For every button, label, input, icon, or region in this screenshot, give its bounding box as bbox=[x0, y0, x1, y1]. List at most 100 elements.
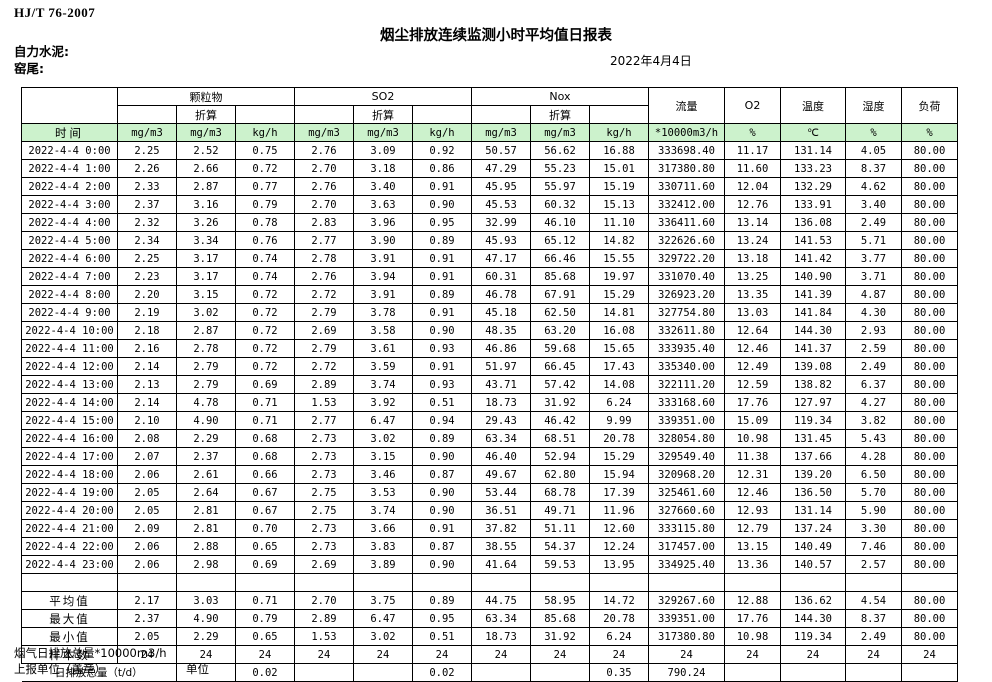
cell-summary-value-13: 4.54 bbox=[845, 591, 902, 610]
cell-value-7: 46.78 bbox=[471, 285, 531, 304]
cell-value-9: 11.10 bbox=[589, 213, 649, 232]
cell-summary-value-14: 24 bbox=[901, 645, 958, 664]
header-unit-2: mg/m3 bbox=[176, 123, 236, 142]
cell-value-1: 2.23 bbox=[117, 267, 177, 286]
cell-value-2: 3.17 bbox=[176, 249, 236, 268]
cell-value-11: 11.17 bbox=[724, 141, 781, 160]
cell-value-12: 132.29 bbox=[780, 177, 846, 196]
cell-summary-value-13: 8.37 bbox=[845, 609, 902, 628]
cell-summary-value-2: 4.90 bbox=[176, 609, 236, 628]
cell-time: 2022-4-4 15:00 bbox=[21, 411, 118, 430]
cell-value-7: 45.95 bbox=[471, 177, 531, 196]
cell-value-3: 0.65 bbox=[235, 537, 295, 556]
cell-summary-value-7: 18.73 bbox=[471, 627, 531, 646]
cell-value-8: 57.42 bbox=[530, 375, 590, 394]
cell-value-6: 0.89 bbox=[412, 429, 472, 448]
cell-summary-value-2: 2.29 bbox=[176, 627, 236, 646]
cell-value-13: 3.77 bbox=[845, 249, 902, 268]
cell-value-5: 3.09 bbox=[353, 141, 413, 160]
cell-value-2: 3.15 bbox=[176, 285, 236, 304]
cell-value-4: 1.53 bbox=[294, 393, 354, 412]
cell-spacer bbox=[724, 573, 781, 592]
cell-value-13: 6.50 bbox=[845, 465, 902, 484]
cell-value-2: 3.26 bbox=[176, 213, 236, 232]
cell-value-10: 332412.00 bbox=[648, 195, 725, 214]
cell-value-13: 5.70 bbox=[845, 483, 902, 502]
header-unit-1: mg/m3 bbox=[117, 123, 177, 142]
cell-value-12: 141.53 bbox=[780, 231, 846, 250]
cell-value-12: 141.37 bbox=[780, 339, 846, 358]
cell-value-14: 80.00 bbox=[901, 519, 958, 538]
cell-value-7: 49.67 bbox=[471, 465, 531, 484]
cell-value-4: 2.70 bbox=[294, 159, 354, 178]
cell-time: 2022-4-4 5:00 bbox=[21, 231, 118, 250]
cell-spacer bbox=[176, 573, 236, 592]
header-unit-7: mg/m3 bbox=[471, 123, 531, 142]
header-group-nox: Nox bbox=[471, 87, 649, 106]
cell-summary-value-7: 63.34 bbox=[471, 609, 531, 628]
cell-value-8: 85.68 bbox=[530, 267, 590, 286]
header-sub-blank-2 bbox=[235, 105, 295, 124]
cell-value-1: 2.26 bbox=[117, 159, 177, 178]
header-sub-blank-1 bbox=[117, 105, 177, 124]
cell-value-14: 80.00 bbox=[901, 393, 958, 412]
cell-value-12: 136.08 bbox=[780, 213, 846, 232]
cell-value-2: 3.34 bbox=[176, 231, 236, 250]
cell-summary-value-12: 144.30 bbox=[780, 609, 846, 628]
cell-value-8: 62.50 bbox=[530, 303, 590, 322]
cell-value-3: 0.67 bbox=[235, 501, 295, 520]
cell-value-13: 5.90 bbox=[845, 501, 902, 520]
cell-value-14: 80.00 bbox=[901, 501, 958, 520]
cell-value-9: 17.43 bbox=[589, 357, 649, 376]
cell-value-9: 14.81 bbox=[589, 303, 649, 322]
table-row-summary: 平均值 2.17 3.03 0.71 2.70 3.75 0.89 44.75 58.95 14.… bbox=[21, 591, 958, 610]
source-name: 窑尾: bbox=[14, 61, 44, 76]
cell-summary-value-6: 24 bbox=[412, 645, 472, 664]
cell-value-10: 335340.00 bbox=[648, 357, 725, 376]
cell-value-3: 0.70 bbox=[235, 519, 295, 538]
cell-time: 2022-4-4 10:00 bbox=[21, 321, 118, 340]
cell-value-7: 63.34 bbox=[471, 429, 531, 448]
cell-value-3: 0.72 bbox=[235, 285, 295, 304]
cell-spacer bbox=[21, 573, 118, 592]
cell-summary-value-14: 80.00 bbox=[901, 609, 958, 628]
cell-value-4: 2.75 bbox=[294, 483, 354, 502]
table-row: 2022-4-4 5:00 2.34 3.34 0.76 2.77 3.90 0.89 45.… bbox=[21, 231, 958, 250]
cell-value-11: 10.98 bbox=[724, 429, 781, 448]
cell-value-13: 2.93 bbox=[845, 321, 902, 340]
header-converted-so2: 折算 bbox=[353, 105, 413, 124]
table-row: 2022-4-4 4:00 2.32 3.26 0.78 2.83 3.96 0.95 32.… bbox=[21, 213, 958, 232]
cell-value-3: 0.74 bbox=[235, 267, 295, 286]
cell-value-10: 317380.80 bbox=[648, 159, 725, 178]
cell-value-14: 80.00 bbox=[901, 303, 958, 322]
cell-value-2: 4.90 bbox=[176, 411, 236, 430]
cell-value-4: 2.77 bbox=[294, 231, 354, 250]
cell-value-7: 37.82 bbox=[471, 519, 531, 538]
cell-time: 2022-4-4 0:00 bbox=[21, 141, 118, 160]
cell-value-3: 0.75 bbox=[235, 141, 295, 160]
cell-value-11: 17.76 bbox=[724, 393, 781, 412]
header-sub-blank-5 bbox=[471, 105, 531, 124]
cell-value-13: 4.28 bbox=[845, 447, 902, 466]
cell-time: 2022-4-4 13:00 bbox=[21, 375, 118, 394]
cell-value-11: 12.49 bbox=[724, 357, 781, 376]
cell-spacer bbox=[294, 573, 354, 592]
cell-time: 2022-4-4 19:00 bbox=[21, 483, 118, 502]
table-row: 2022-4-4 2:00 2.33 2.87 0.77 2.76 3.40 0.91 45.… bbox=[21, 177, 958, 196]
cell-value-8: 67.91 bbox=[530, 285, 590, 304]
header-unit-6: kg/h bbox=[412, 123, 472, 142]
cell-value-13: 4.05 bbox=[845, 141, 902, 160]
report-date: 2022年4月4日 bbox=[610, 54, 692, 68]
cell-value-8: 51.11 bbox=[530, 519, 590, 538]
cell-value-10: 322626.60 bbox=[648, 231, 725, 250]
cell-value-1: 2.33 bbox=[117, 177, 177, 196]
cell-time: 2022-4-4 17:00 bbox=[21, 447, 118, 466]
cell-summary-value-9: 20.78 bbox=[589, 609, 649, 628]
cell-value-3: 0.78 bbox=[235, 213, 295, 232]
cell-value-9: 15.29 bbox=[589, 285, 649, 304]
cell-value-13: 3.71 bbox=[845, 267, 902, 286]
cell-value-5: 3.78 bbox=[353, 303, 413, 322]
cell-summary-value-3: 0.65 bbox=[235, 627, 295, 646]
cell-value-11: 13.03 bbox=[724, 303, 781, 322]
cell-daily-total-8 bbox=[530, 663, 590, 682]
